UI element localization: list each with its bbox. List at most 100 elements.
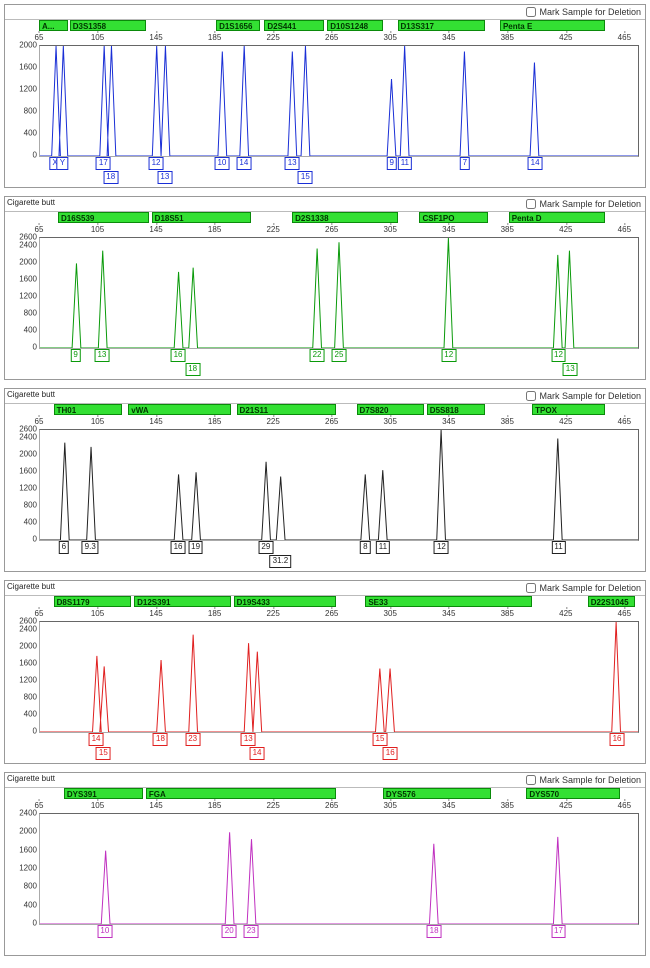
ytick: 800 xyxy=(24,693,37,702)
ytick: 1200 xyxy=(19,292,37,301)
allele-call: 8 xyxy=(360,541,370,554)
allele-call: 11 xyxy=(376,541,390,554)
allele-call: 18 xyxy=(103,171,118,184)
xtick: 265 xyxy=(325,609,338,618)
sample-label: Cigarette butt xyxy=(7,582,55,591)
mark-for-deletion-label: Mark Sample for Deletion xyxy=(539,583,641,593)
ytick: 2600 xyxy=(19,617,37,626)
locus-label: D1S1656 xyxy=(216,20,260,31)
allele-calls-row: 141518231314151616 xyxy=(39,733,639,763)
xaxis: 65105145185225265305345385425465 xyxy=(39,417,639,429)
xtick: 425 xyxy=(559,225,572,234)
locus-label: D7S820 xyxy=(357,404,424,415)
ytick: 800 xyxy=(24,309,37,318)
xtick: 425 xyxy=(559,417,572,426)
allele-call: Y xyxy=(57,157,68,170)
xtick: 145 xyxy=(149,417,162,426)
locus-label: D21S11 xyxy=(237,404,337,415)
locus-label: D13S317 xyxy=(398,20,486,31)
xtick: 305 xyxy=(384,801,397,810)
locus-label: DYS576 xyxy=(383,788,491,799)
mark-for-deletion-checkbox[interactable] xyxy=(526,391,536,401)
ytick: 1600 xyxy=(19,845,37,854)
allele-call: 14 xyxy=(89,733,104,746)
xaxis: 65105145185225265305345385425465 xyxy=(39,609,639,621)
electropherogram-panel: Mark Sample for DeletionCigarette buttD8… xyxy=(4,580,646,764)
locus-label: SE33 xyxy=(365,596,532,607)
xtick: 145 xyxy=(149,801,162,810)
allele-call: 20 xyxy=(222,925,237,938)
allele-call: 15 xyxy=(96,747,111,760)
allele-call: 10 xyxy=(97,925,112,938)
mark-for-deletion-checkbox[interactable] xyxy=(526,199,536,209)
locus-label: vWA xyxy=(128,404,230,415)
locus-label: D12S391 xyxy=(134,596,231,607)
mark-for-deletion-checkbox[interactable] xyxy=(526,775,536,785)
xtick: 105 xyxy=(91,609,104,618)
xtick: 225 xyxy=(266,225,279,234)
locus-label: FGA xyxy=(146,788,336,799)
allele-call: 17 xyxy=(96,157,111,170)
allele-call: 16 xyxy=(171,349,186,362)
ytick: 1600 xyxy=(19,467,37,476)
xtick: 465 xyxy=(618,609,631,618)
locus-label: Penta E xyxy=(500,20,605,31)
ytick: 0 xyxy=(33,151,37,160)
xtick: 265 xyxy=(325,801,338,810)
allele-call: 16 xyxy=(383,747,398,760)
xtick: 225 xyxy=(266,801,279,810)
xtick: 305 xyxy=(384,609,397,618)
xaxis: 65105145185225265305345385425465 xyxy=(39,33,639,45)
xtick: 385 xyxy=(501,417,514,426)
loci-row: DYS391FGADYS576DYS570 xyxy=(39,788,639,801)
ytick: 800 xyxy=(24,107,37,116)
xtick: 345 xyxy=(442,33,455,42)
allele-call: 10 xyxy=(214,157,229,170)
ytick: 2000 xyxy=(19,827,37,836)
locus-label: TH01 xyxy=(54,404,123,415)
allele-call: 12 xyxy=(149,157,164,170)
xtick: 465 xyxy=(618,417,631,426)
allele-call: 7 xyxy=(460,157,470,170)
electropherogram-panel: Mark Sample for DeletionCigarette buttDY… xyxy=(4,772,646,956)
allele-calls-row: XY1718121310141315911714 xyxy=(39,157,639,187)
allele-call: 31.2 xyxy=(270,555,292,568)
xtick: 265 xyxy=(325,225,338,234)
ytick: 2400 xyxy=(19,433,37,442)
ytick: 2000 xyxy=(19,258,37,267)
ytick: 1600 xyxy=(19,63,37,72)
xaxis: 65105145185225265305345385425465 xyxy=(39,801,639,813)
xtick: 385 xyxy=(501,609,514,618)
allele-call: 12 xyxy=(434,541,449,554)
xtick: 145 xyxy=(149,33,162,42)
locus-label: D2S441 xyxy=(264,20,324,31)
xtick: 305 xyxy=(384,417,397,426)
locus-label: A... xyxy=(39,20,68,31)
locus-label: D10S1248 xyxy=(327,20,383,31)
allele-call: 23 xyxy=(244,925,259,938)
allele-call: 25 xyxy=(332,349,347,362)
locus-label: Penta D xyxy=(509,212,606,223)
allele-call: 15 xyxy=(373,733,388,746)
allele-call: 12 xyxy=(551,349,566,362)
xtick: 225 xyxy=(266,417,279,426)
locus-label: D5S818 xyxy=(427,404,486,415)
locus-label: D18S51 xyxy=(152,212,252,223)
ytick: 400 xyxy=(24,900,37,909)
mark-for-deletion-checkbox[interactable] xyxy=(526,583,536,593)
xtick: 305 xyxy=(384,33,397,42)
xtick: 145 xyxy=(149,609,162,618)
allele-call: 13 xyxy=(563,363,578,376)
ytick: 400 xyxy=(24,129,37,138)
allele-calls-row: 69.316192931.28111211 xyxy=(39,541,639,571)
loci-row: TH01vWAD21S11D7S820D5S818TPOX xyxy=(39,404,639,417)
xtick: 425 xyxy=(559,609,572,618)
allele-call: 22 xyxy=(310,349,325,362)
xtick: 185 xyxy=(208,225,221,234)
ytick: 2600 xyxy=(19,233,37,242)
ytick: 400 xyxy=(24,326,37,335)
allele-call: 29 xyxy=(258,541,273,554)
electropherogram-panel: Mark Sample for DeletionCigarette buttD1… xyxy=(4,196,646,380)
mark-for-deletion-checkbox[interactable] xyxy=(526,7,536,17)
xtick: 265 xyxy=(325,33,338,42)
